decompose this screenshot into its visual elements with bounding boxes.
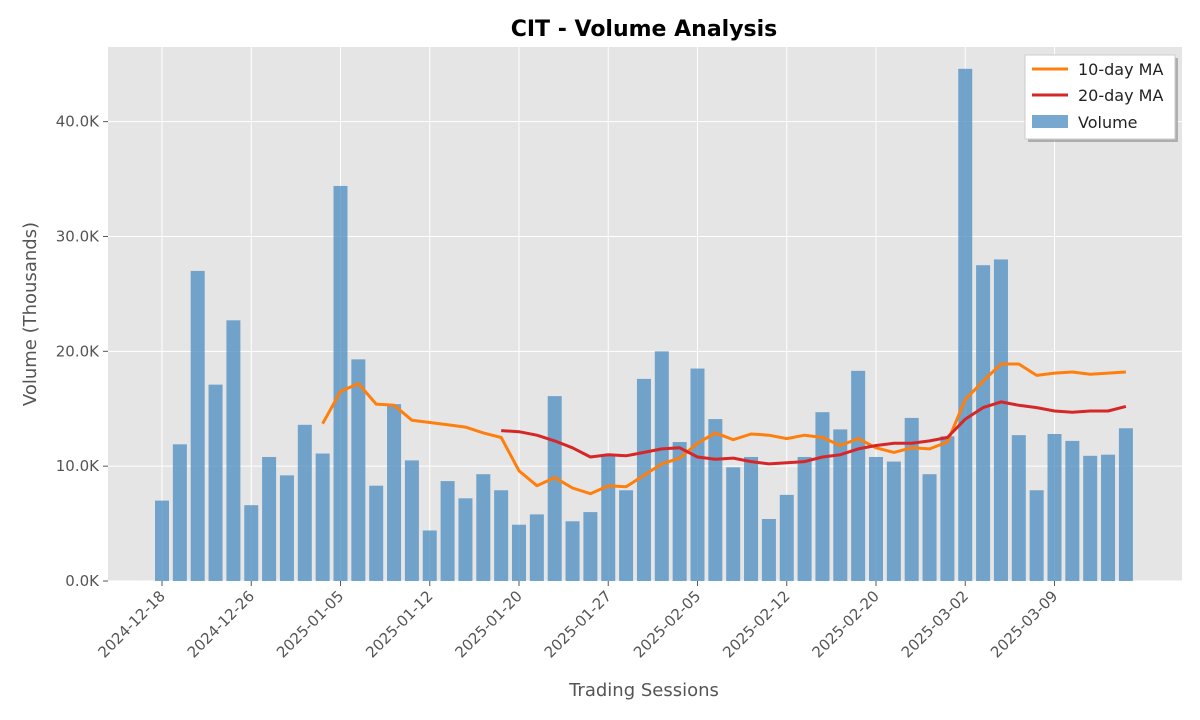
volume-bar xyxy=(690,368,705,581)
volume-bar xyxy=(815,412,830,581)
volume-bar xyxy=(779,494,794,581)
x-tick-label: 2025-02-05 xyxy=(630,587,704,661)
legend-swatch-volume xyxy=(1032,115,1068,128)
volume-bar xyxy=(529,514,544,581)
volume-bar xyxy=(1011,435,1026,581)
ma20-line xyxy=(501,400,1127,466)
volume-bar xyxy=(155,500,169,581)
volume-bar xyxy=(458,498,473,581)
volume-bar xyxy=(940,436,955,581)
volume-bar xyxy=(404,460,419,581)
volume-bar xyxy=(279,475,294,581)
x-tick-label: 2025-01-12 xyxy=(362,587,436,661)
ma10-line xyxy=(321,362,1126,496)
x-tick-label: 2025-01-20 xyxy=(451,587,525,661)
volume-bar xyxy=(797,456,812,581)
volume-bar xyxy=(1047,434,1062,581)
volume-bar xyxy=(993,259,1008,581)
volume-bar xyxy=(601,455,616,581)
volume-bar xyxy=(387,404,402,581)
volume-bar xyxy=(619,490,634,581)
x-tick-label: 2025-02-20 xyxy=(808,587,882,661)
x-tick-label: 2024-12-18 xyxy=(94,587,168,661)
volume-bar xyxy=(886,461,901,581)
volume-bar xyxy=(440,481,455,581)
volume-bar xyxy=(708,419,723,581)
volume-bar xyxy=(547,396,562,581)
volume-bar xyxy=(1029,490,1044,581)
volume-bars xyxy=(155,68,1133,582)
volume-bar xyxy=(976,265,991,581)
volume-bar xyxy=(869,456,883,581)
volume-bar xyxy=(1118,428,1133,581)
volume-bar xyxy=(654,351,669,581)
volume-bar xyxy=(208,384,223,581)
y-axis-ticks: 0.0K 10.0K 20.0K 30.0K 40.0K xyxy=(56,113,108,590)
volume-bar xyxy=(636,378,651,581)
volume-bar xyxy=(333,185,348,581)
volume-bar xyxy=(476,474,491,581)
y-axis-label: Volume (Thousands) xyxy=(20,222,41,406)
volume-bar xyxy=(761,518,776,581)
volume-bar xyxy=(1065,440,1080,581)
y-tick-label: 40.0K xyxy=(56,113,100,131)
x-tick-label: 2025-01-27 xyxy=(541,587,615,661)
volume-bar xyxy=(190,270,205,581)
volume-bar xyxy=(904,417,919,581)
volume-bar xyxy=(494,490,509,581)
x-tick-label: 2025-03-09 xyxy=(987,587,1061,661)
volume-bar xyxy=(297,424,312,581)
y-tick-label: 0.0K xyxy=(65,572,100,590)
y-tick-label: 10.0K xyxy=(56,457,100,475)
moving-average-lines xyxy=(321,362,1127,496)
volume-bar xyxy=(1101,454,1116,581)
volume-bar xyxy=(672,442,687,581)
y-tick-label: 20.0K xyxy=(56,342,100,360)
volume-bar xyxy=(351,359,366,581)
x-axis-label: Trading Sessions xyxy=(568,680,719,701)
x-tick-label: 2025-02-12 xyxy=(719,587,793,661)
volume-bar xyxy=(833,429,848,581)
x-tick-label: 2025-01-05 xyxy=(273,587,347,661)
legend: 10-day MA 20-day MA Volume xyxy=(1024,54,1178,142)
volume-bar xyxy=(226,320,241,581)
x-axis-ticks: 2024-12-18 2024-12-26 2025-01-05 2025-01-12… xyxy=(94,581,1061,661)
chart-title: CIT - Volume Analysis xyxy=(511,17,778,42)
volume-bar xyxy=(369,485,384,581)
volume-bar xyxy=(744,456,759,581)
y-tick-label: 30.0K xyxy=(56,227,100,245)
volume-bar xyxy=(922,474,937,581)
legend-label-ma20: 20-day MA xyxy=(1078,86,1163,105)
legend-label-volume: Volume xyxy=(1078,113,1138,132)
volume-bar xyxy=(1083,455,1098,581)
volume-bar xyxy=(958,68,973,582)
legend-label-ma10: 10-day MA xyxy=(1078,60,1163,79)
volume-bar xyxy=(583,512,598,581)
volume-bar xyxy=(851,370,866,581)
volume-bar xyxy=(172,444,187,581)
volume-bar xyxy=(726,467,741,581)
volume-bar xyxy=(262,456,277,581)
x-tick-label: 2025-03-02 xyxy=(898,587,972,661)
volume-bar xyxy=(512,524,526,581)
volume-bar xyxy=(244,505,259,581)
volume-bar xyxy=(565,521,580,581)
volume-bar xyxy=(315,453,330,581)
volume-bar xyxy=(422,530,437,581)
x-tick-label: 2024-12-26 xyxy=(184,587,258,661)
